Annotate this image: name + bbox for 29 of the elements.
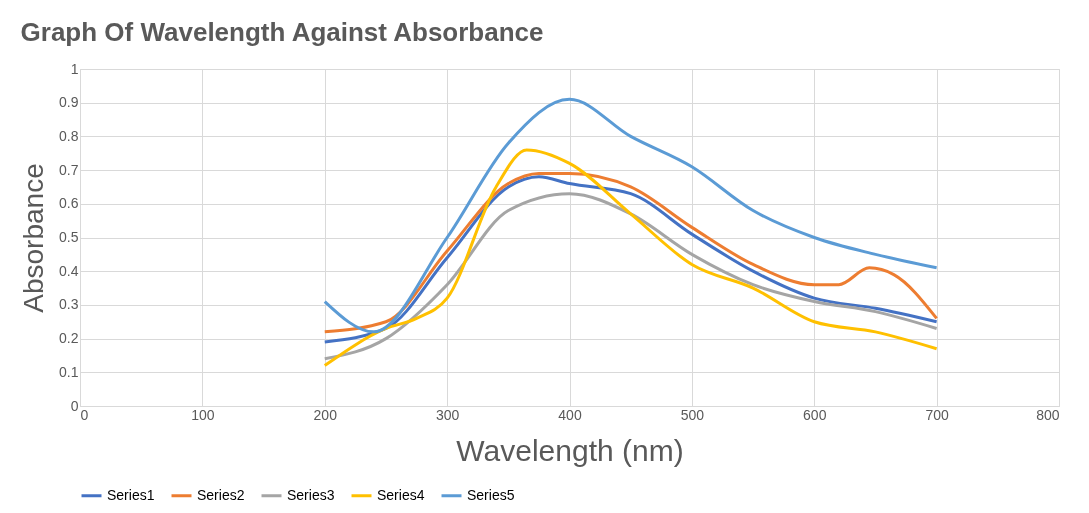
y-tick-label: 1 bbox=[70, 60, 79, 77]
line-series bbox=[323, 97, 939, 334]
y-tick-label: 0.1 bbox=[59, 363, 79, 380]
x-tick-label: 200 bbox=[313, 406, 338, 423]
x-tick-label: 600 bbox=[803, 406, 827, 423]
y-tick-label: 0.5 bbox=[59, 229, 79, 245]
x-axis-title: Wavelength (nm) bbox=[456, 433, 684, 467]
legend-label: Series5 bbox=[467, 486, 515, 503]
legend-label: Series2 bbox=[197, 486, 245, 503]
legend-label: Series3 bbox=[287, 486, 335, 503]
y-tick-label: 0.3 bbox=[59, 296, 79, 313]
line-series bbox=[323, 192, 939, 361]
x-tick-label: 100 bbox=[191, 406, 215, 423]
line-series bbox=[323, 148, 939, 368]
x-tick-label: 300 bbox=[435, 406, 460, 423]
x-tick-label: 400 bbox=[558, 406, 582, 423]
x-tick-label: 500 bbox=[680, 406, 705, 423]
x-tick-label: 700 bbox=[925, 406, 950, 423]
y-tick-label: 0.2 bbox=[59, 330, 79, 347]
y-axis-title: Absorbance bbox=[18, 163, 50, 313]
y-tick-label: 0.7 bbox=[59, 161, 79, 178]
y-tick-label: 0.9 bbox=[59, 94, 79, 111]
chart-title: Graph Of Wavelength Against Absorbance bbox=[20, 17, 544, 47]
x-tick-label: 800 bbox=[1036, 406, 1060, 423]
legend-label: Series1 bbox=[107, 486, 155, 503]
y-tick-label: 0.8 bbox=[59, 127, 79, 144]
legend-label: Series4 bbox=[377, 486, 425, 503]
y-tick-label: 0.4 bbox=[59, 262, 79, 279]
y-tick-label: 0.6 bbox=[59, 195, 79, 212]
